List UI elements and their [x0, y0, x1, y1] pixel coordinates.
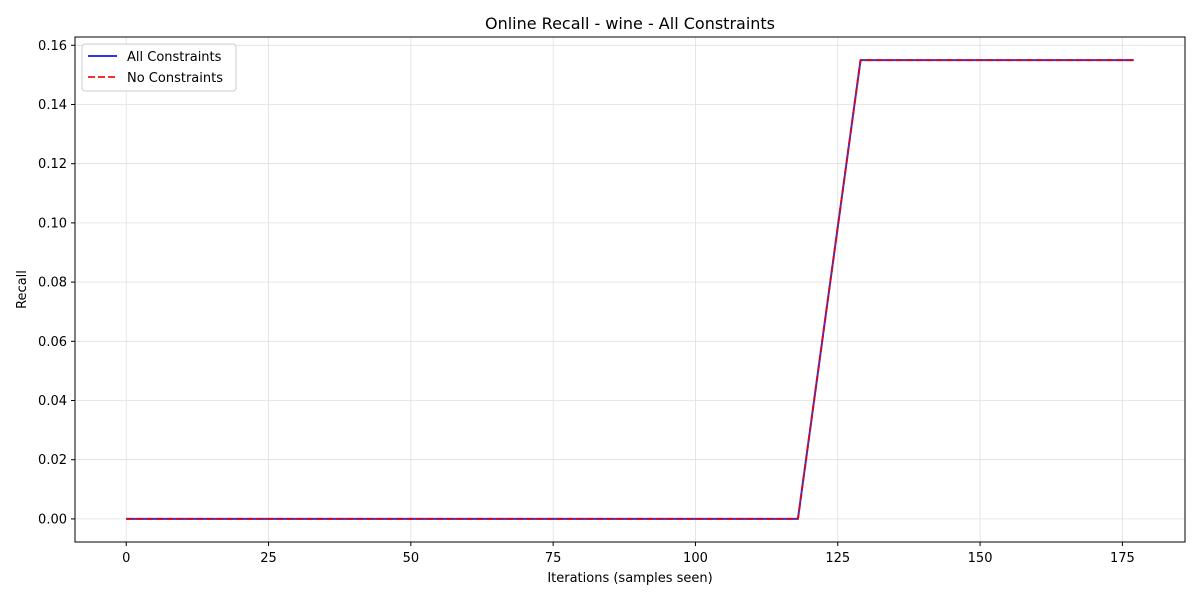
- x-tick-label: 125: [825, 551, 850, 566]
- legend-label-no-constraints: No Constraints: [127, 71, 223, 86]
- legend-box: [81, 43, 237, 92]
- series-lines: [126, 59, 1134, 520]
- y-tick-label: 0.12: [38, 157, 67, 172]
- y-tick-label: 0.08: [38, 276, 67, 291]
- series-line-no-constraints: [126, 59, 1134, 520]
- x-tick-label: 150: [968, 551, 993, 566]
- y-tick-label: 0.02: [38, 453, 67, 468]
- chart-title: Online Recall - wine - All Constraints: [485, 14, 775, 33]
- x-tick-label: 25: [260, 551, 277, 566]
- x-tick-label: 75: [545, 551, 562, 566]
- x-tick-label: 50: [403, 551, 420, 566]
- legend-label-all-constraints: All Constraints: [127, 50, 222, 65]
- y-tick-label: 0.06: [38, 335, 67, 350]
- plot-area-frame: [74, 36, 1186, 543]
- x-tick-label: 0: [122, 551, 130, 566]
- legend: All Constraints No Constraints: [81, 43, 237, 92]
- x-tick-label: 100: [683, 551, 708, 566]
- y-axis-label: Recall: [15, 270, 30, 309]
- x-axis-label: Iterations (samples seen): [547, 571, 712, 586]
- y-tick-label: 0.10: [38, 216, 67, 231]
- x-tick-label: 175: [1110, 551, 1135, 566]
- y-tick-label: 0.04: [38, 394, 67, 409]
- axis-ticks: 0 25 50 75 100 125 150 175 0.00 0.02 0.04 0.06 0.08 0…: [38, 39, 1135, 566]
- y-tick-label: 0.14: [38, 98, 67, 113]
- y-tick-label: 0.16: [38, 39, 67, 54]
- y-tick-label: 0.00: [38, 512, 67, 527]
